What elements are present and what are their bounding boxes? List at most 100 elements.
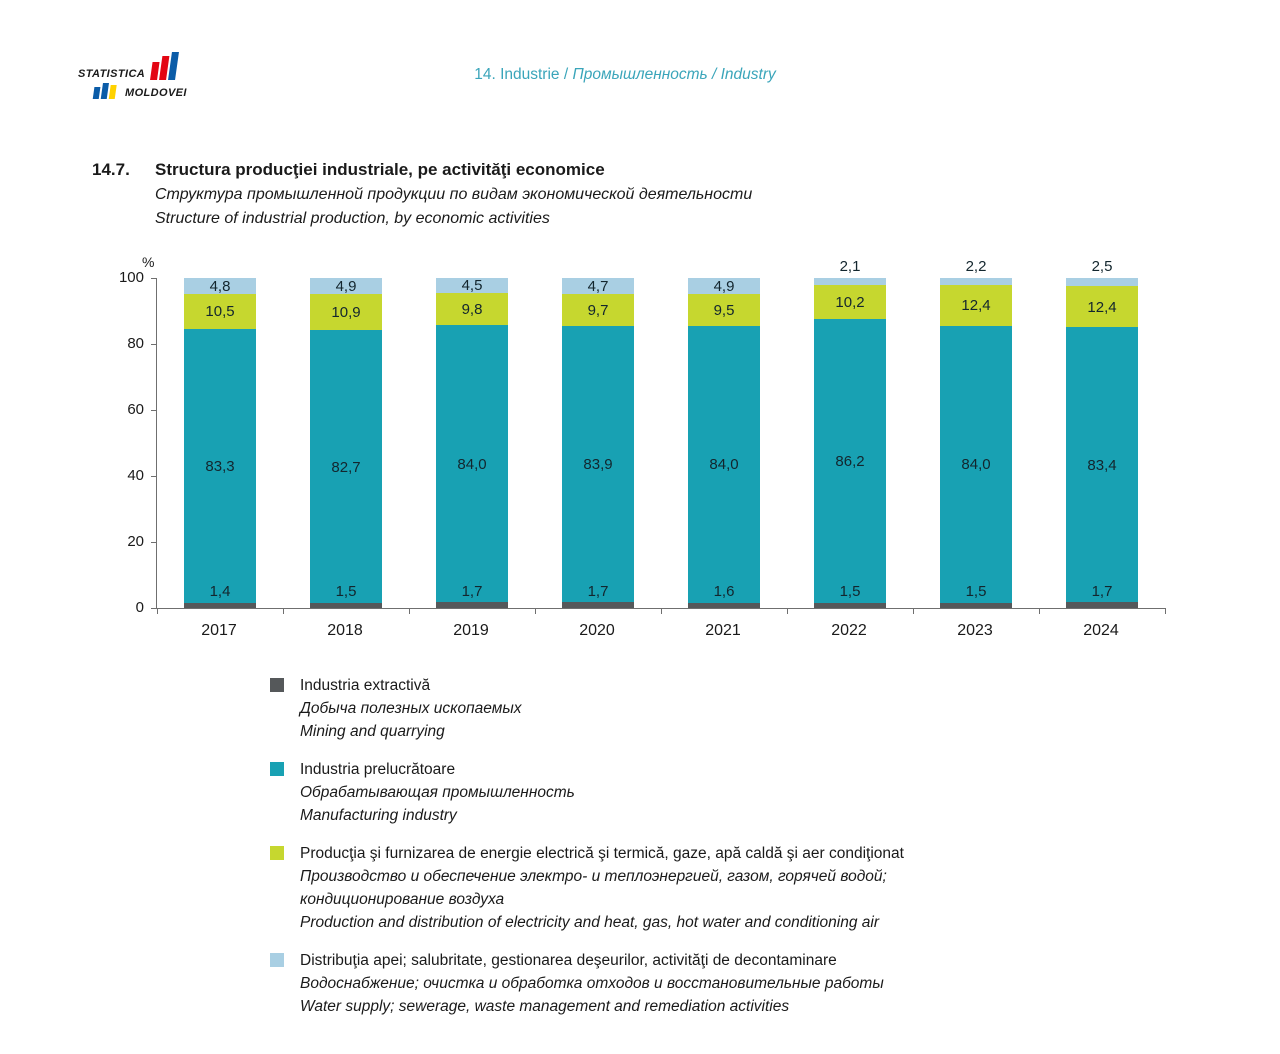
value-label: 2,2 (965, 258, 987, 275)
section-number: 14.7. (92, 160, 130, 179)
bar-segment (1066, 602, 1138, 608)
legend-item-energy: Producţia şi furnizarea de energie elect… (270, 842, 1130, 934)
logo-row-2: MOLDOVEI (92, 81, 187, 99)
bar-segment (310, 294, 382, 331)
value-label: 4,9 (335, 278, 357, 296)
bar-segment (562, 278, 634, 294)
chapter-header-ru: Промышленность (572, 66, 708, 83)
legend-label-ro: Industria extractivă (300, 677, 431, 694)
bar-group-2018: 1,5 82,7 10,9 4,9 (310, 278, 382, 608)
value-label: 1,7 (587, 583, 609, 600)
bar-segment (940, 277, 1012, 285)
legend-label-ru: Производство и обеспечение электро- и те… (300, 868, 887, 885)
bar-segment (184, 293, 256, 329)
logo-bars-top-icon (150, 52, 180, 80)
bar-segment (940, 284, 1012, 326)
y-axis-label: 80 (127, 335, 144, 352)
y-axis-label: 0 (135, 599, 144, 616)
bar-segment (562, 602, 634, 608)
value-label: 1,7 (461, 583, 483, 600)
bar-group-2023: 1,5 84,0 12,4 2,2 (940, 258, 1012, 608)
bar-segment (562, 293, 634, 326)
value-label: 1,7 (1091, 583, 1113, 600)
bar-segment (688, 294, 760, 326)
value-label: 1,4 (209, 583, 231, 600)
legend-item-mining: Industria extractivă Добыча полезных иск… (270, 674, 1130, 743)
bar-group-2022: 1,5 86,2 10,2 2,1 (814, 258, 886, 608)
legend-label-en: Water supply; sewerage, waste management… (300, 998, 790, 1015)
plot-area: 1,4 83,3 10,5 4,8 1,5 82,7 10,9 4,9 1,7 84,0 9,8 4,… (151, 258, 1166, 614)
x-axis-tick (1038, 608, 1040, 614)
value-label: 84,0 (709, 456, 739, 474)
logo-bars-bottom-icon (92, 83, 117, 99)
bar-segment (1066, 327, 1138, 603)
value-label: 83,9 (583, 455, 613, 473)
bar-group-2017: 1,4 83,3 10,5 4,8 (184, 278, 256, 608)
legend-item-manufacturing: Industria prelucrătoare Обрабатывающая п… (270, 758, 1130, 827)
bar-segment (310, 278, 382, 295)
stacked-bar-chart: % 1,4 83,3 10,5 4,8 1,5 82,7 10,9 4,9 1,7 84,0 9,8… (96, 252, 1206, 662)
bar-segment (184, 603, 256, 608)
value-label: 9,7 (587, 301, 609, 319)
value-label: 4,8 (209, 277, 231, 295)
legend-label-ro: Distribuţia apei; salubritate, gestionar… (300, 952, 837, 969)
x-axis-tick (282, 608, 284, 614)
value-label: 84,0 (961, 456, 991, 474)
x-axis-category: 2020 (579, 622, 615, 639)
section-title-ro: Structura producţiei industriale, pe act… (155, 160, 605, 179)
value-label: 4,7 (587, 277, 609, 295)
bar-segment (436, 602, 508, 608)
value-label: 9,8 (461, 301, 483, 319)
legend-swatch-manufacturing-icon (270, 762, 284, 776)
y-axis-label: 40 (127, 467, 144, 484)
bar-segment (688, 602, 760, 608)
value-label: 83,4 (1087, 456, 1117, 474)
legend-swatch-water-icon (270, 953, 284, 967)
legend-label-ro: Industria prelucrătoare (300, 761, 456, 778)
value-label: 10,9 (331, 304, 361, 322)
bar-segment (688, 325, 760, 603)
bar-segment (436, 292, 508, 326)
legend-label-ro: Producţia şi furnizarea de energie elect… (300, 845, 904, 862)
legend-label-ru: Добыча полезных ископаемых (300, 700, 522, 717)
bar-group-2021: 1,6 84,0 9,5 4,9 (688, 278, 760, 608)
legend-label-en: Production and distribution of electrici… (300, 914, 880, 931)
y-axis-tick (151, 607, 157, 609)
x-axis-category: 2023 (957, 622, 993, 639)
x-axis-tick (156, 608, 158, 614)
x-axis-tick (408, 608, 410, 614)
value-label: 4,9 (713, 278, 735, 296)
y-axis-tick (151, 277, 157, 279)
legend-label-ru: Водоснабжение; очистка и обработка отход… (300, 975, 884, 992)
bar-segment (940, 603, 1012, 608)
y-axis-tick (151, 541, 157, 543)
legend-label-en: Mining and quarrying (300, 723, 445, 740)
bar-group-2019: 1,7 84,0 9,8 4,5 (436, 277, 508, 608)
chapter-header: 14. Industrie / Промышленность / Industr… (0, 66, 1250, 84)
legend-item-water: Distribuţia apei; salubritate, gestionar… (270, 949, 1130, 1018)
bar-segment (814, 603, 886, 608)
bar-segment (184, 328, 256, 604)
x-axis-tick (912, 608, 914, 614)
bar-group-2024: 1,7 83,4 12,4 2,5 (1066, 258, 1138, 608)
bar-segment (1066, 278, 1138, 287)
value-label: 10,2 (835, 293, 865, 311)
y-axis-label: 60 (127, 401, 144, 418)
value-label: 12,4 (1087, 298, 1117, 316)
legend-label-ru: Обрабатывающая промышленность (300, 784, 575, 801)
value-label: 12,4 (961, 297, 991, 315)
bar-segment (184, 278, 256, 294)
logo-text-statistica: STATISTICA (78, 68, 146, 80)
logo-text-moldovei: MOLDOVEI (125, 87, 187, 99)
logo-row-1: STATISTICA (78, 52, 187, 80)
x-axis-category: 2018 (327, 622, 363, 639)
bar-segment (310, 603, 382, 608)
x-axis-tick (534, 608, 536, 614)
bar-segment (814, 284, 886, 319)
section-title-en: Structure of industrial production, by e… (155, 210, 550, 227)
value-label: 9,5 (713, 301, 735, 319)
value-label: 83,3 (205, 457, 235, 475)
legend-swatch-energy-icon (270, 846, 284, 860)
bar-segment (688, 278, 760, 295)
x-axis-category: 2019 (453, 622, 489, 639)
